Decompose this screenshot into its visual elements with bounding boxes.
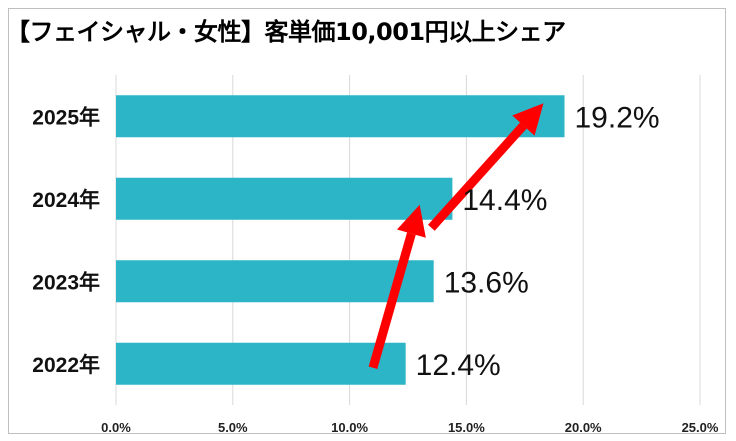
data-label: 19.2% bbox=[575, 101, 660, 134]
bar bbox=[116, 95, 565, 138]
chart-title: 【フェイシャル・女性】客単価10,001円以上シェア bbox=[6, 18, 566, 46]
data-label: 12.4% bbox=[416, 349, 501, 382]
bar bbox=[116, 342, 406, 385]
data-label: 14.4% bbox=[462, 184, 547, 217]
x-tick-label: 25.0% bbox=[682, 420, 719, 435]
arrow-shaft bbox=[368, 232, 416, 369]
arrow-head bbox=[512, 103, 544, 136]
arrow-head bbox=[396, 204, 426, 238]
x-tick-label: 5.0% bbox=[218, 420, 248, 435]
category-label: 2025年 bbox=[32, 105, 100, 129]
x-tick-label: 20.0% bbox=[565, 420, 602, 435]
bars bbox=[116, 95, 565, 385]
arrow-shaft bbox=[428, 122, 527, 231]
x-tick-label: 0.0% bbox=[101, 420, 131, 435]
labels: 0.0% 5.0% 10.0% 15.0% 20.0% 25.0% 2025年 19.2% 20… bbox=[32, 101, 719, 435]
bar bbox=[116, 260, 434, 303]
category-label: 2023年 bbox=[32, 270, 100, 294]
trend-arrows bbox=[368, 103, 544, 369]
data-label: 13.6% bbox=[444, 266, 529, 299]
x-tick-label: 15.0% bbox=[448, 420, 485, 435]
x-tick-label: 10.0% bbox=[331, 420, 368, 435]
category-label: 2022年 bbox=[32, 353, 100, 377]
bar bbox=[116, 177, 453, 220]
trend-arrow bbox=[428, 103, 544, 231]
category-label: 2024年 bbox=[32, 188, 100, 212]
trend-arrow bbox=[368, 204, 426, 369]
